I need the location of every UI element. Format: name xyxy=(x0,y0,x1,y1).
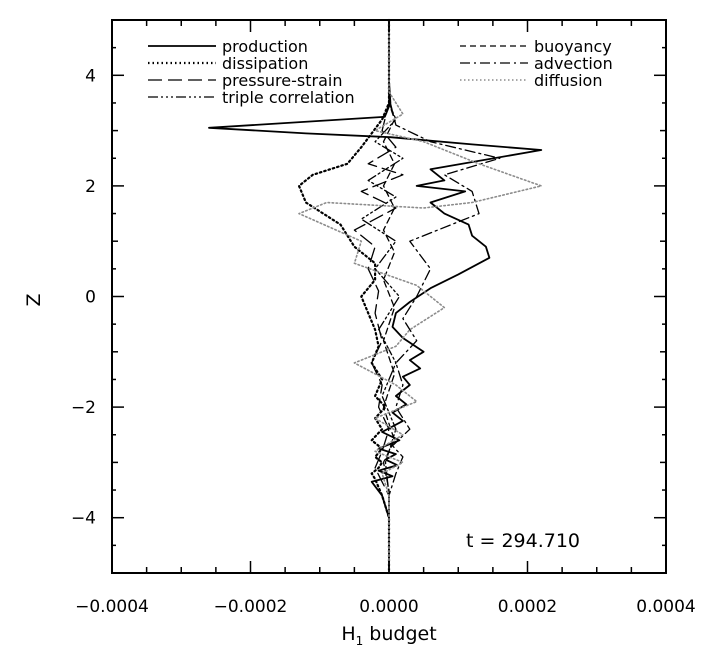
legend-label: advection xyxy=(534,54,613,73)
time-annotation: t = 294.710 xyxy=(466,530,580,552)
y-tick-label: −2 xyxy=(71,398,96,418)
legend-label: triple correlation xyxy=(222,88,355,107)
series-layer xyxy=(208,18,543,575)
y-tick-label: 4 xyxy=(85,66,96,86)
x-axis-label: H1 budget xyxy=(341,623,436,648)
legend-label: production xyxy=(222,37,308,56)
series-line-diffusion xyxy=(298,19,543,574)
legend-entry-diffusion: diffusion xyxy=(460,71,602,90)
x-tick-label: 0.0000 xyxy=(359,597,418,617)
legend-entry-pressure-strain: pressure-strain xyxy=(148,71,342,90)
series-line-buoyancy xyxy=(382,19,396,574)
legend-label: pressure-strain xyxy=(222,71,342,90)
legend-label: buoyancy xyxy=(534,37,612,56)
y-tick-label: 0 xyxy=(85,288,96,308)
y-tick-label: 2 xyxy=(85,177,96,197)
x-tick-label: −0.0004 xyxy=(75,597,149,617)
x-tick-label: 0.0002 xyxy=(498,597,557,617)
legend: productiondissipationpressure-straintrip… xyxy=(148,37,613,107)
y-tick-label: −4 xyxy=(71,509,96,529)
legend-entry-advection: advection xyxy=(460,54,613,73)
legend-label: dissipation xyxy=(222,54,308,73)
legend-entry-triple-correlation: triple correlation xyxy=(148,88,355,107)
x-axis-label-suffix: budget xyxy=(363,623,436,645)
legend-label: diffusion xyxy=(534,71,602,90)
y-axis-label: Z xyxy=(23,293,45,306)
series-line-pressure-strain xyxy=(353,19,404,574)
legend-entry-buoyancy: buoyancy xyxy=(460,37,612,56)
ticks-layer xyxy=(111,19,667,574)
x-tick-label: 0.0004 xyxy=(636,597,695,617)
x-tick-label: −0.0002 xyxy=(214,597,288,617)
x-axis-label-main: H xyxy=(341,623,355,645)
tick-labels-layer: −0.0004 −0.0002 0.0000 0.0002 0.0004 −4 −2 0 2 4 xyxy=(71,66,696,617)
series-line-triple-correlation xyxy=(360,19,404,574)
series-line-advection xyxy=(388,19,501,574)
x-axis-label-subscript: 1 xyxy=(356,634,364,648)
legend-entry-production: production xyxy=(148,37,308,56)
legend-entry-dissipation: dissipation xyxy=(148,54,308,73)
